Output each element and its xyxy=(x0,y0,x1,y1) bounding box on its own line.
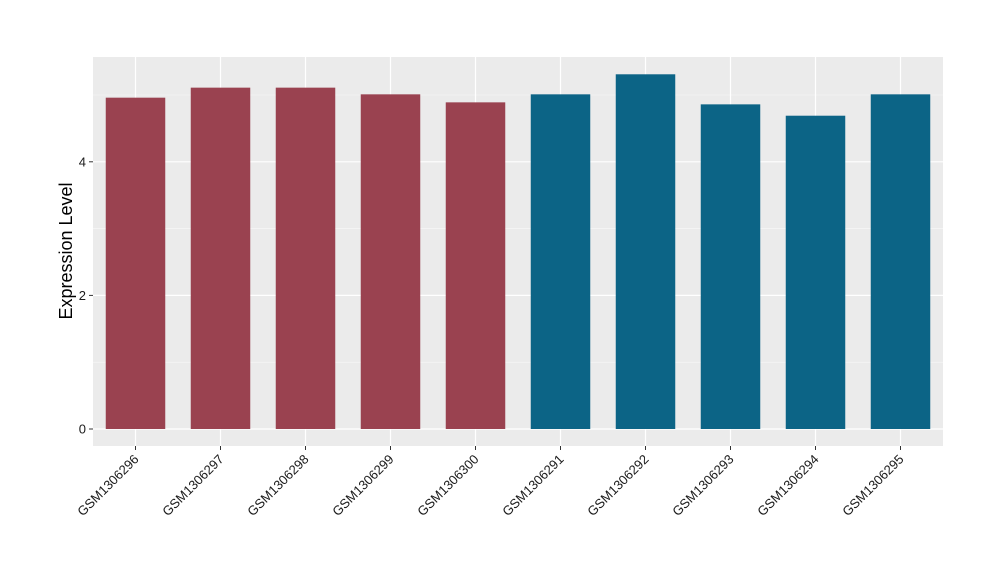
x-tick-label: GSM1306291 xyxy=(499,452,566,519)
bar-GSM1306292 xyxy=(615,74,676,430)
bar-GSM1306296 xyxy=(105,97,166,429)
bar-GSM1306297 xyxy=(190,87,251,429)
x-tick-label: GSM1306300 xyxy=(414,452,481,519)
y-tick-label: 2 xyxy=(79,288,86,303)
x-tick-label: GSM1306298 xyxy=(244,452,311,519)
x-tick-label: GSM1306293 xyxy=(669,452,736,519)
bar-GSM1306291 xyxy=(530,94,591,429)
x-tick-label: GSM1306292 xyxy=(584,452,651,519)
bar-GSM1306294 xyxy=(785,115,846,429)
bar-GSM1306295 xyxy=(870,94,931,429)
y-tick-label: 0 xyxy=(79,422,86,437)
y-axis-title: Expression Level xyxy=(56,182,76,319)
x-tick-label: GSM1306297 xyxy=(159,452,226,519)
bars xyxy=(105,74,931,430)
x-tick-label: GSM1306295 xyxy=(839,452,906,519)
x-tick-label: GSM1306296 xyxy=(74,452,141,519)
y-tick-label: 4 xyxy=(79,154,86,169)
bar-GSM1306299 xyxy=(360,94,421,429)
bar-GSM1306298 xyxy=(275,87,336,429)
x-tick-label: GSM1306294 xyxy=(754,452,821,519)
bar-GSM1306300 xyxy=(445,102,506,430)
bar-GSM1306293 xyxy=(700,104,761,430)
x-tick-label: GSM1306299 xyxy=(329,452,396,519)
